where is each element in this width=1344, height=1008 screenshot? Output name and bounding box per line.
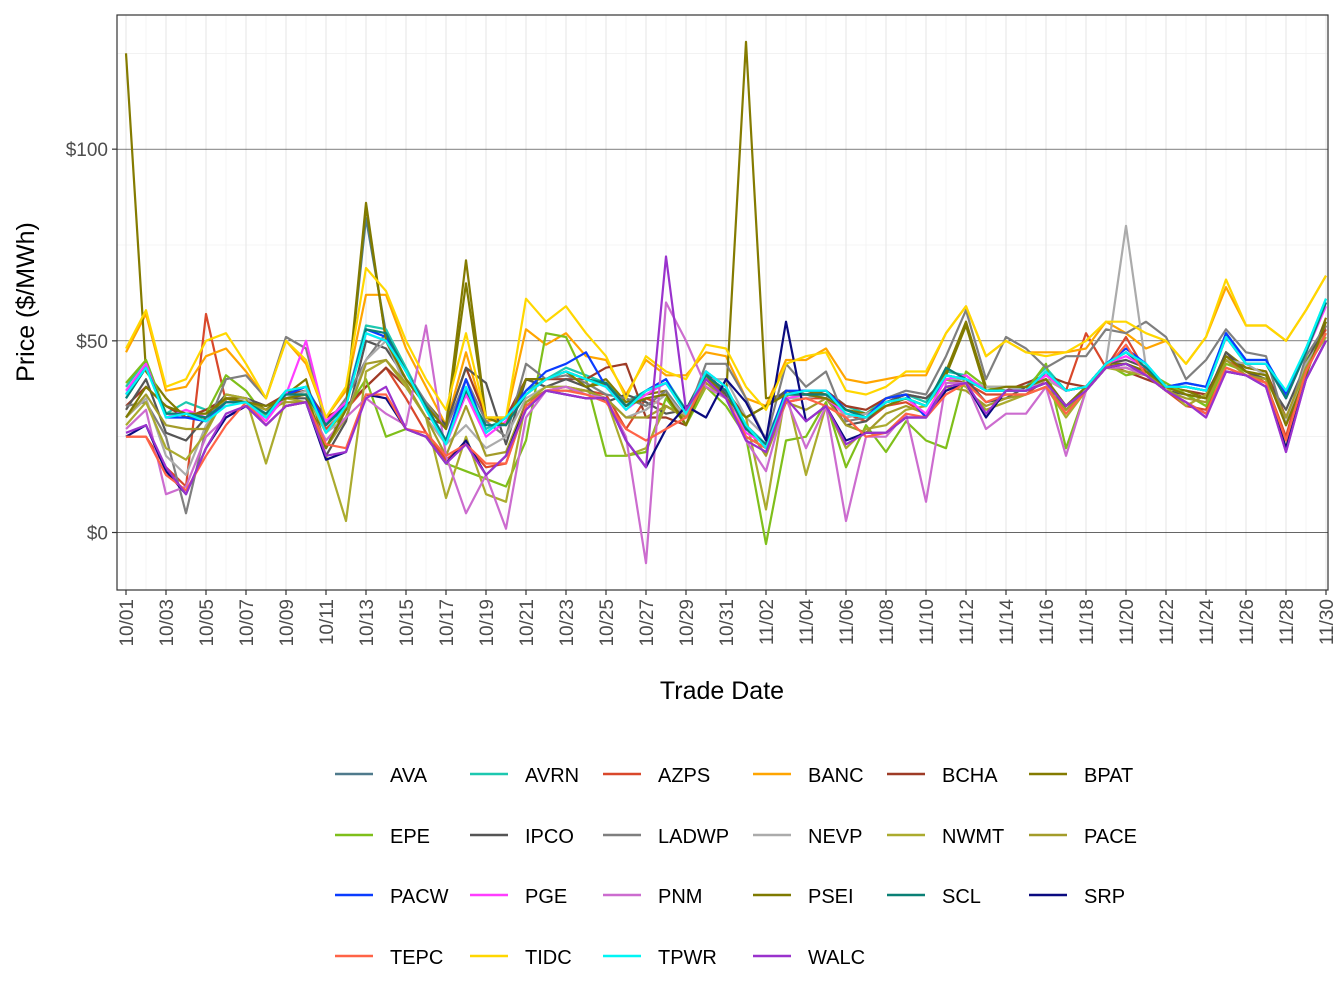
x-tick-label: 11/22 [1157,599,1178,645]
x-tick-label: 11/16 [1037,599,1058,645]
x-tick-label: 11/24 [1197,599,1218,646]
x-tick-label: 10/03 [157,599,178,647]
x-tick-label: 11/04 [797,599,818,646]
series-line-walc [125,255,1327,496]
legend-item-tpwr: TPWR [603,947,717,969]
legend-label: NEVP [808,826,862,848]
y-axis: $0 $50 $100 [66,140,117,545]
legend-item-bpat: BPAT [1029,765,1133,787]
y-tick-label: $50 [76,332,108,353]
x-tick-label: 10/27 [637,599,658,647]
x-tick-label: 10/23 [557,599,578,647]
legend-item-pace: PACE [1029,826,1137,848]
x-tick-label: 11/20 [1117,599,1138,645]
legend-label: AVA [390,765,428,787]
legend-label: TEPC [390,947,443,969]
x-tick-label: 10/25 [597,599,618,647]
legend-item-ipco: IPCO [470,826,574,848]
x-tick-label: 11/06 [837,599,858,645]
legend-label: BPAT [1084,765,1133,787]
legend-label: PACE [1084,826,1137,848]
y-tick-label: $0 [87,524,108,545]
series-lines [124,40,1328,565]
y-tick-label: $100 [66,140,108,161]
legend-item-nwmt: NWMT [887,826,1004,848]
legend-item-scl: SCL [887,886,981,908]
series-line-tidc [125,266,1327,419]
x-tick-label: 10/29 [677,599,698,647]
x-tick-label: 10/07 [237,599,258,647]
x-tick-label: 10/09 [277,599,298,647]
x-axis-title: Trade Date [660,677,784,705]
legend-label: TIDC [525,947,572,969]
legend-label: PNM [658,886,702,908]
legend-item-pnm: PNM [603,886,702,908]
legend-label: TPWR [658,947,717,969]
legend: AVA AVRN AZPS BANC BCHA BPAT EPE IPCO LADWP NEVP N… [335,765,1137,969]
x-tick-label: 11/26 [1237,599,1258,645]
x-tick-label: 10/05 [197,599,218,647]
legend-item-ava: AVA [335,765,428,787]
x-tick-label: 10/01 [117,599,138,647]
x-axis: 10/01 10/03 10/05 10/07 10/09 10/11 10/13 10/15… [117,590,1338,647]
x-tick-label: 11/02 [757,599,778,645]
legend-label: SRP [1084,886,1125,908]
x-tick-label: 10/11 [317,599,338,645]
x-tick-label: 10/13 [357,599,378,647]
legend-label: PSEI [808,886,854,908]
x-tick-label: 10/31 [717,599,738,647]
legend-label: PACW [390,886,449,908]
legend-label: AVRN [525,765,579,787]
x-tick-label: 10/21 [517,599,538,647]
series-line-tpwr [125,298,1328,450]
legend-item-epe: EPE [335,826,430,848]
legend-item-psei: PSEI [753,886,854,908]
legend-item-pge: PGE [470,886,567,908]
x-tick-label: 10/19 [477,599,498,647]
gridlines [117,15,1328,590]
legend-item-tidc: TIDC [470,947,572,969]
plot-panel-border [116,14,1329,591]
legend-item-nevp: NEVP [753,826,862,848]
legend-item-walc: WALC [753,947,865,969]
legend-item-bcha: BCHA [887,765,998,787]
legend-label: IPCO [525,826,574,848]
plot-background [117,15,1328,590]
y-axis-title: Price ($/MWh) [12,222,40,382]
legend-label: LADWP [658,826,729,848]
legend-item-srp: SRP [1029,886,1125,908]
x-tick-label: 10/17 [437,599,458,647]
legend-item-tepc: TEPC [335,947,443,969]
legend-label: BCHA [942,765,998,787]
legend-label: AZPS [658,765,710,787]
legend-item-avrn: AVRN [470,765,579,787]
x-tick-label: 11/08 [877,599,898,645]
x-tick-label: 11/28 [1277,599,1298,645]
legend-label: SCL [942,886,981,908]
legend-item-azps: AZPS [603,765,710,787]
x-tick-label: 11/14 [997,599,1018,646]
legend-label: WALC [808,947,865,969]
x-tick-label: 11/18 [1077,599,1098,645]
legend-label: PGE [525,886,567,908]
x-tick-label: 11/10 [917,599,938,645]
x-tick-label: 11/12 [957,599,978,645]
legend-item-banc: BANC [753,765,864,787]
legend-item-ladwp: LADWP [603,826,729,848]
x-tick-label: 10/15 [397,599,418,647]
legend-label: EPE [390,826,430,848]
legend-label: NWMT [942,826,1004,848]
legend-item-pacw: PACW [335,886,449,908]
x-tick-label: 11/30 [1317,599,1338,645]
legend-label: BANC [808,765,864,787]
